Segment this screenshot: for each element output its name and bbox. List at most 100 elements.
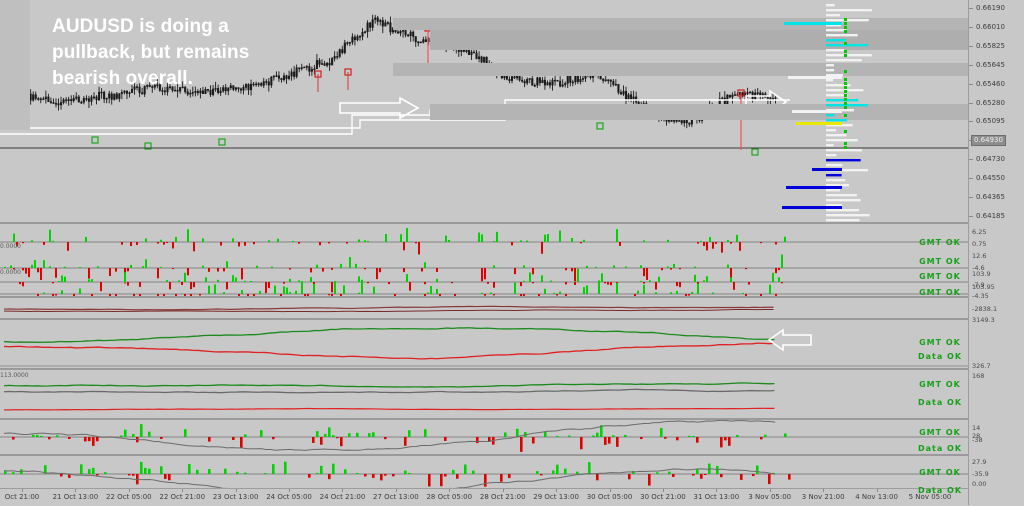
time-axis-label: 31 Oct 13:00: [693, 493, 740, 501]
market-profile-histogram: [782, 4, 872, 222]
indicator-scale-label: 0.00: [972, 480, 987, 488]
panel-zero-label-b: 0.0000: [0, 269, 21, 276]
level-label: 113.0000: [0, 372, 29, 379]
indicator-scale-label: 6.25: [972, 228, 987, 236]
price-axis-tick: [969, 45, 973, 47]
indicator-scale-label: -38: [972, 436, 983, 444]
indicator-scale-label: 14: [972, 424, 981, 432]
data-status-label: Data OK: [917, 486, 963, 495]
time-axis-tick: [182, 489, 184, 492]
time-axis-label: 29 Oct 13:00: [533, 493, 579, 501]
bullish-arrow-left: [767, 328, 812, 352]
chart-annotation-text: AUDUSD is doing a pullback, but remains be…: [52, 14, 352, 92]
time-axis-label: 21 Oct 13:00: [52, 493, 99, 501]
annotation-line1: AUDUSD is doing a: [52, 16, 229, 37]
annotation-line2: pullback, but remains: [52, 42, 250, 63]
time-axis-label: 22 Oct 21:00: [159, 493, 206, 501]
price-axis-label: 0.65095: [976, 117, 1005, 126]
time-axis-label: 28 Oct 21:00: [479, 493, 526, 501]
bearish-arrow-mid: [339, 96, 420, 120]
time-axis-tick: [128, 489, 130, 492]
price-axis[interactable]: 0.66190 0.66010 0.65825 0.65645 0.65460 0.652…: [968, 0, 1024, 505]
indicator-scale-label: -7.9: [972, 281, 985, 289]
price-axis-label: 0.66190: [976, 4, 1005, 12]
price-axis-label: 0.64550: [976, 174, 1005, 183]
time-axis-label: Oct 21:00: [4, 493, 40, 501]
price-axis-tick: [969, 26, 973, 28]
gmt-status-label: GMT OK: [919, 238, 961, 247]
time-axis-label: 4 Nov 13:00: [855, 493, 898, 501]
time-axis-label: 28 Oct 05:00: [426, 493, 473, 501]
time-axis-tick: [662, 489, 664, 492]
gmt-status-label: GMT OK: [919, 468, 961, 477]
indicator-scale-label: 28: [972, 432, 981, 440]
indicator-scale-label: -4.35: [972, 292, 989, 300]
price-axis-label: 0.64365: [976, 193, 1005, 202]
time-axis[interactable]: Oct 21:00 21 Oct 13:00 22 Oct 05:00 22 Oct …: [0, 488, 968, 506]
time-axis-tick: [235, 489, 237, 492]
gmt-status-label: GMT OK: [919, 288, 961, 297]
indicator-scale-label: -35.9: [972, 470, 989, 478]
indicator-scale-label: 27.9: [972, 458, 987, 466]
histogram-indicator-pane-1[interactable]: 0.0000 0.0000: [0, 224, 968, 296]
gmt-status-label: GMT OK: [919, 428, 961, 437]
supply-zone-upper: [393, 18, 968, 30]
price-axis-label: 0.66010: [976, 22, 1005, 31]
indicator-scale-label: 103.9: [972, 270, 991, 278]
price-chart-pane[interactable]: [0, 0, 968, 222]
time-axis-tick: [289, 489, 291, 492]
line-indicator-pane-2[interactable]: 113.0000: [0, 370, 968, 418]
panel-zero-label-a: 0.0000: [0, 243, 21, 250]
time-axis-tick: [716, 489, 718, 492]
oscillator-pane-1[interactable]: [0, 420, 968, 454]
price-axis-label: 0.65460: [976, 79, 1005, 88]
time-axis-tick: [930, 489, 931, 492]
time-axis-tick: [823, 489, 825, 492]
indicator-scale-label: 12.6: [972, 252, 987, 260]
price-axis-tick: [969, 121, 973, 123]
gmt-status-label: GMT OK: [919, 272, 961, 281]
time-axis-tick: [609, 489, 611, 492]
indicator-scale-label: -4.6: [972, 264, 985, 272]
indicator-scale-label: 326.7: [972, 362, 991, 370]
time-axis-tick: [769, 489, 771, 492]
time-axis-tick: [556, 489, 558, 492]
pane-divider-3: [0, 318, 968, 320]
price-axis-tick: [969, 64, 973, 66]
stats-indicator-pane[interactable]: Shorts -272% | -2880.0000 104.0000 104.0…: [0, 297, 968, 321]
time-axis-tick: [22, 489, 23, 492]
line-indicator-pane-1[interactable]: [0, 320, 968, 368]
time-axis-tick: [342, 489, 344, 492]
price-axis-tick: [969, 102, 973, 104]
gmt-status-label: GMT OK: [919, 338, 961, 347]
white-trend-line-2: [0, 109, 500, 135]
price-axis-tick: [969, 159, 973, 161]
white-trend-line-1: [0, 99, 790, 129]
time-axis-tick: [75, 489, 77, 492]
price-axis-label: 0.64185: [976, 212, 1005, 220]
pane-divider-6: [0, 454, 968, 456]
time-axis-label: 30 Oct 21:00: [640, 493, 686, 501]
time-axis-label: 24 Oct 21:00: [319, 493, 366, 501]
price-axis-tick: [969, 178, 973, 180]
time-axis-label: 30 Oct 05:00: [586, 493, 633, 501]
pane-divider-1: [0, 222, 968, 224]
pane-divider-2: [0, 296, 968, 298]
price-axis-tick: [969, 8, 973, 9]
stats-readout: Shorts -272% | -2880.0000 104.0000 104.0…: [0, 297, 142, 298]
oscillator-pane-2[interactable]: [0, 456, 968, 488]
pane-divider-4: [0, 368, 968, 370]
gmt-status-label: GMT OK: [919, 380, 961, 389]
current-price-tag: 0.64930: [971, 135, 1006, 147]
data-status-label: Data OK: [917, 352, 963, 361]
price-axis-tick: [969, 216, 973, 217]
supply-zone-mid: [393, 63, 968, 76]
indicator-scale-label: 0.75: [972, 240, 987, 248]
time-axis-label: 24 Oct 05:00: [266, 493, 312, 501]
gmt-status-label: GMT OK: [919, 257, 961, 266]
price-axis-label: 0.64730: [976, 155, 1005, 164]
time-axis-label: 22 Oct 05:00: [105, 493, 152, 501]
data-status-label: Data OK: [917, 444, 963, 453]
price-axis-tick: [969, 197, 973, 199]
time-axis-tick: [449, 489, 451, 492]
